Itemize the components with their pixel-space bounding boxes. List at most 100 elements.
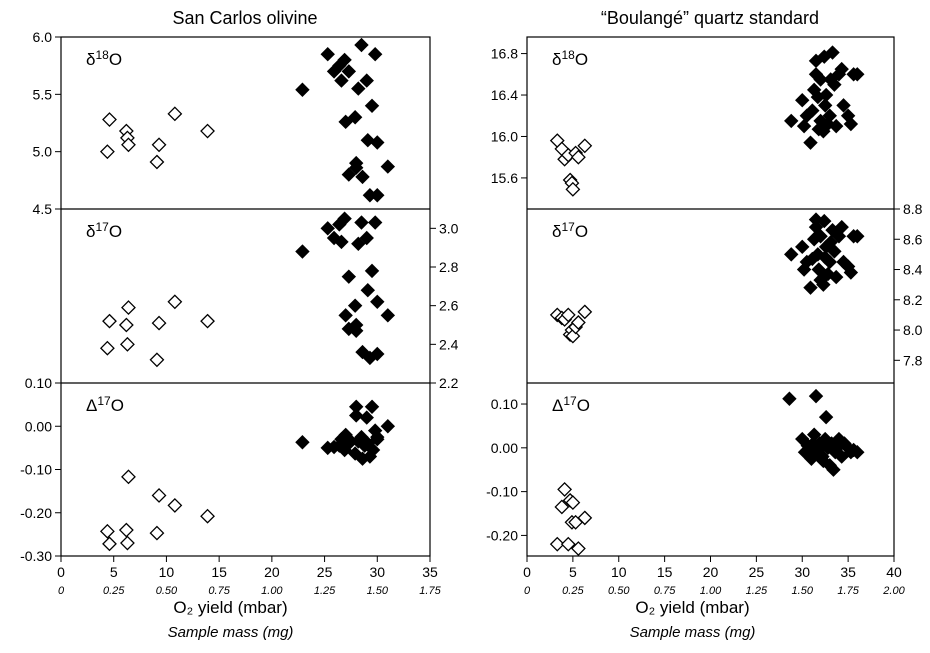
panel-label-base: δ: [552, 50, 561, 69]
open-diamond-point: [577, 304, 593, 320]
y-tick-label: 16.0: [491, 128, 518, 144]
open-diamond-point: [577, 138, 593, 154]
open-diamond-point: [120, 535, 135, 551]
panel-label: δ17O: [86, 220, 122, 241]
filled-diamond-point: [817, 213, 832, 229]
open-diamond-point: [554, 499, 570, 515]
filled-diamond-point: [811, 122, 826, 137]
panel-label-tail: O: [109, 222, 122, 241]
open-diamond-point: [549, 536, 565, 552]
filled-diamond-point: [364, 399, 380, 414]
panel-label-sup: 17: [95, 220, 109, 234]
x2-tick-label: 1.50: [367, 585, 389, 597]
panel-label: δ18O: [552, 48, 588, 69]
x2-tick-label: 0.25: [562, 585, 584, 597]
x2-tick-label: 0.75: [654, 585, 676, 597]
open-diamond-point: [570, 149, 586, 165]
filled-diamond-point: [828, 269, 844, 285]
panel-label: δ17O: [552, 220, 588, 241]
open-diamond-point: [121, 137, 136, 153]
filled-diamond-point: [351, 236, 366, 252]
panel-1: 15.6 16.0 16.4 16.8 δ18O: [491, 45, 865, 197]
panel-label-tail: O: [111, 396, 124, 415]
panel-label-base: δ: [86, 222, 95, 241]
x-tick-label: 10: [159, 564, 175, 580]
x-axis-subtitle: Sample mass (mg): [630, 624, 756, 641]
panel-label-sup: 17: [97, 394, 111, 408]
filled-diamond-point: [341, 167, 357, 182]
y-tick-label: 16.8: [491, 46, 518, 62]
panel-label-base: δ: [552, 222, 561, 241]
filled-diamond-point: [370, 188, 385, 203]
open-diamond-point: [121, 300, 136, 316]
filled-diamond-point: [843, 265, 859, 280]
y-tick-label: 3.0: [439, 220, 459, 236]
panel-3: -0.30 -0.20 -0.10 0.00 0.10 Δ17O: [20, 375, 430, 564]
x2-tick-label: 1.25: [746, 585, 768, 597]
open-diamond-point: [167, 294, 183, 310]
filled-diamond-point: [380, 419, 396, 434]
open-diamond-point: [102, 313, 117, 329]
x2-tick-label: 0.50: [156, 585, 178, 597]
y-tick-label: -0.30: [20, 548, 52, 564]
panel-label: Δ17O: [86, 394, 124, 415]
x2-tick-label: 0: [58, 585, 65, 597]
filled-diamond-point: [825, 45, 840, 60]
open-diamond-point: [149, 525, 165, 541]
filled-diamond-point: [795, 92, 810, 108]
panel-2: 2.2 2.4 2.6 2.8 3.0 δ17O: [61, 208, 459, 391]
filled-diamond-point: [782, 391, 797, 406]
open-diamond-point: [118, 522, 134, 538]
x-tick-label: 5: [110, 564, 118, 580]
filled-diamond-point: [818, 239, 834, 255]
x2-tick-label: 0.25: [103, 585, 125, 597]
y-tick-label: 2.2: [439, 375, 459, 391]
filled-diamond-point: [813, 229, 828, 244]
filled-diamond-point: [367, 46, 383, 62]
filled-diamond-point: [348, 323, 364, 339]
filled-diamond-point: [347, 298, 363, 313]
x-tick-label: 15: [657, 564, 673, 580]
filled-diamond-point: [806, 436, 821, 451]
y-tick-label: 0.10: [25, 375, 52, 391]
open-diamond-point: [151, 488, 167, 503]
filled-diamond-point: [364, 263, 380, 279]
x-tick-label: 20: [264, 564, 280, 580]
x2-tick-label: 1.25: [314, 585, 336, 597]
filled-diamond-point: [370, 294, 385, 310]
filled-diamond-point: [351, 81, 366, 96]
x2-tick-label: 0.75: [208, 585, 230, 597]
y-tick-label: 8.4: [903, 262, 923, 278]
filled-diamond-point: [334, 73, 349, 88]
filled-diamond-point: [341, 436, 357, 451]
y-tick-label: 0.00: [25, 418, 52, 434]
y-tick-label: 2.8: [439, 259, 459, 275]
panel-3: -0.20 -0.10 0.00 0.10 Δ17O: [486, 382, 894, 556]
y-tick-label: 5.5: [33, 86, 53, 102]
open-diamond-point: [120, 336, 135, 352]
y-tick-label: 8.6: [903, 231, 923, 247]
filled-diamond-point: [803, 280, 818, 295]
x-tick-label: 0: [57, 564, 65, 580]
filled-diamond-point: [354, 37, 369, 53]
filled-diamond-point: [805, 103, 820, 118]
open-diamond-point: [121, 469, 136, 485]
y-tick-label: -0.20: [20, 505, 52, 521]
panel-1: 4.5 5.0 5.5 6.0 δ18O: [33, 29, 396, 217]
filled-diamond-point: [295, 82, 310, 97]
panel-label-base: Δ: [86, 396, 97, 415]
filled-diamond-point: [295, 435, 310, 450]
panel-label-base: Δ: [552, 396, 563, 415]
filled-diamond-point: [338, 308, 353, 323]
open-diamond-point: [167, 497, 183, 513]
filled-diamond-point: [843, 116, 859, 132]
open-diamond-point: [102, 112, 117, 127]
panel-label-tail: O: [575, 50, 588, 69]
open-diamond-point: [570, 315, 586, 330]
filled-diamond-point: [365, 442, 381, 458]
panel-label-sup: 18: [561, 48, 575, 62]
filled-diamond-point: [337, 52, 352, 68]
filled-diamond-point: [815, 449, 830, 464]
filled-diamond-point: [380, 308, 396, 323]
